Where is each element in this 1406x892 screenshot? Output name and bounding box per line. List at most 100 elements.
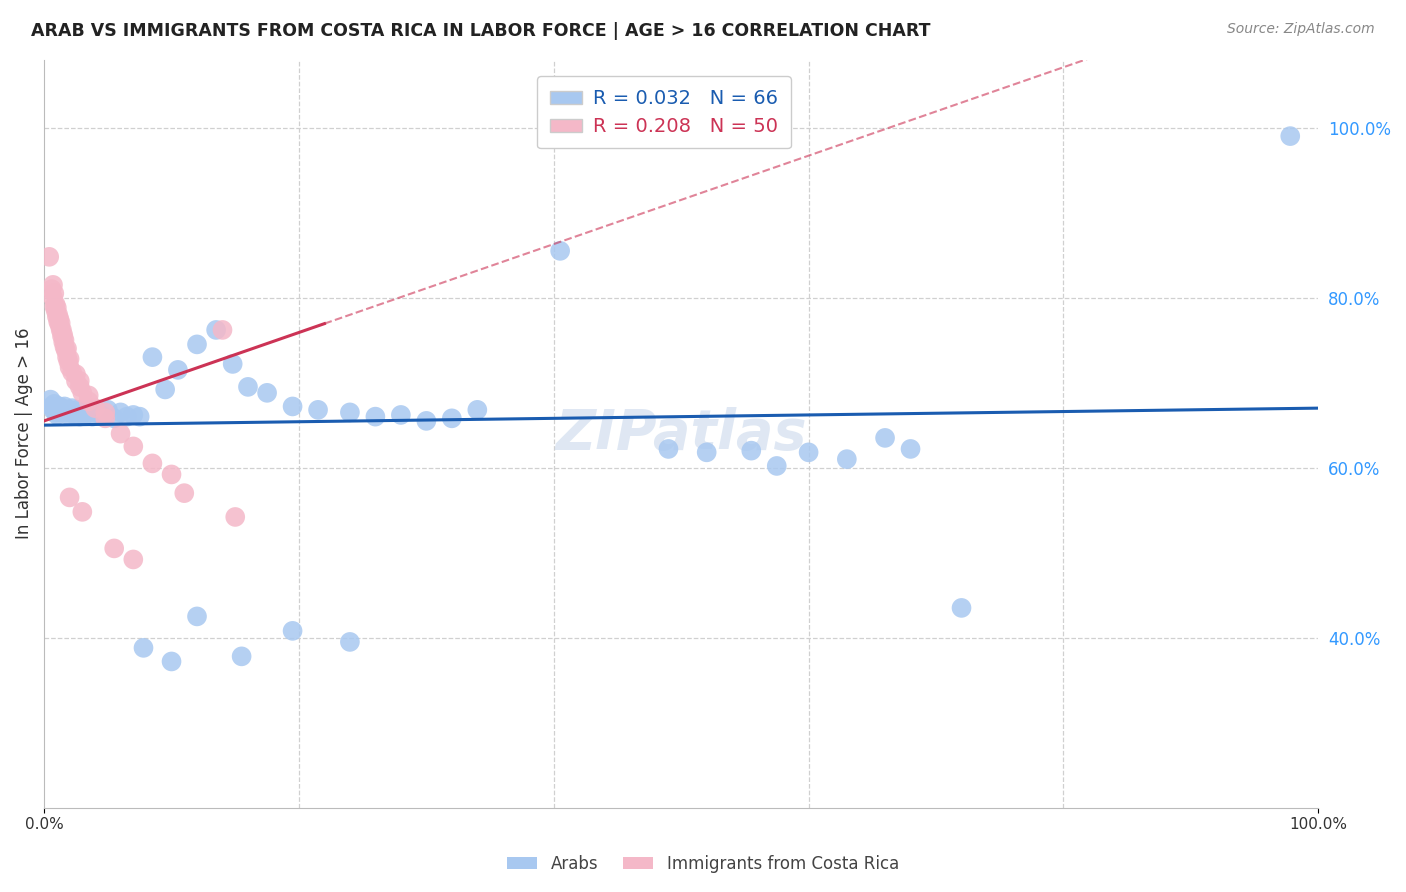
Text: ARAB VS IMMIGRANTS FROM COSTA RICA IN LABOR FORCE | AGE > 16 CORRELATION CHART: ARAB VS IMMIGRANTS FROM COSTA RICA IN LA… [31,22,931,40]
Point [132,640,155,655]
Point [58,354,80,368]
Point [46,314,69,328]
Point [56,350,79,364]
Point [53,333,76,347]
Point [835,452,858,467]
Point [60,366,83,380]
Point [52,402,75,417]
Text: ZIPatlas: ZIPatlas [555,407,807,460]
Point [740,443,762,458]
Point [72,505,94,519]
Point [48,311,70,326]
Point [110,405,132,419]
Point [77,394,100,409]
Point [55,343,77,358]
Point [52,328,75,343]
Point [42,291,65,305]
Point [110,426,132,441]
Point [141,350,163,364]
Point [46,308,69,322]
Point [45,303,67,318]
Point [56,342,79,356]
Point [77,388,100,402]
Point [53,340,76,354]
Point [224,510,246,524]
Point [950,601,973,615]
Point [73,408,96,422]
Point [38,250,60,264]
Point [48,318,70,332]
Point [281,624,304,638]
Point [873,431,896,445]
Point [94,411,117,425]
Point [44,286,66,301]
Point [160,655,183,669]
Point [186,337,208,351]
Point [69,380,91,394]
Point [122,439,145,453]
Point [45,310,67,324]
Point [122,552,145,566]
Point [548,244,571,258]
Point [60,401,83,416]
Point [115,409,138,424]
Point [58,351,80,366]
Point [77,402,100,417]
Point [41,400,63,414]
Point [72,385,94,400]
Point [221,357,243,371]
Point [153,383,176,397]
Point [122,408,145,422]
Point [389,408,412,422]
Point [84,401,107,416]
Point [69,374,91,388]
Point [66,402,89,417]
Point [141,456,163,470]
Point [45,408,67,422]
Point [49,323,72,337]
Point [339,405,361,419]
Point [51,401,73,416]
Point [51,323,73,337]
Point [44,397,66,411]
Point [42,402,65,417]
Point [236,380,259,394]
Point [52,334,75,349]
Point [415,414,437,428]
Point [46,402,69,417]
Point [696,445,718,459]
Point [55,405,77,419]
Legend: R = 0.032   N = 66, R = 0.208   N = 50: R = 0.032 N = 66, R = 0.208 N = 50 [537,76,792,148]
Point [49,316,72,330]
Point [205,323,228,337]
Point [44,299,66,313]
Point [84,405,107,419]
Point [82,409,104,424]
Point [211,323,233,337]
Point [65,374,87,388]
Point [63,408,86,422]
Point [167,363,190,377]
Point [90,408,112,422]
Point [72,405,94,419]
Point [45,401,67,416]
Point [256,385,278,400]
Point [51,329,73,343]
Point [45,301,67,315]
Point [307,402,329,417]
Point [97,402,120,417]
Point [364,409,387,424]
Point [65,367,87,381]
Point [58,491,80,505]
Point [160,467,183,482]
Point [186,609,208,624]
Point [173,486,195,500]
Point [42,277,65,292]
Point [657,442,679,456]
Point [900,442,922,456]
Point [765,458,787,473]
Point [58,402,80,417]
Point [59,405,82,419]
Point [281,400,304,414]
Point [440,411,463,425]
